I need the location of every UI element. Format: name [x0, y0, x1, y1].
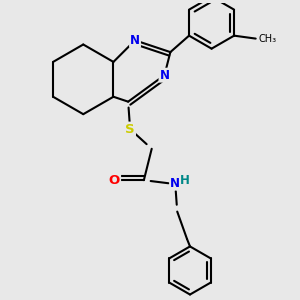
Text: CH₃: CH₃	[259, 34, 277, 44]
Text: N: N	[160, 69, 170, 82]
Text: N: N	[170, 177, 180, 190]
Text: H: H	[180, 174, 190, 187]
Text: N: N	[130, 34, 140, 47]
Text: O: O	[109, 174, 120, 187]
Text: S: S	[125, 123, 135, 136]
